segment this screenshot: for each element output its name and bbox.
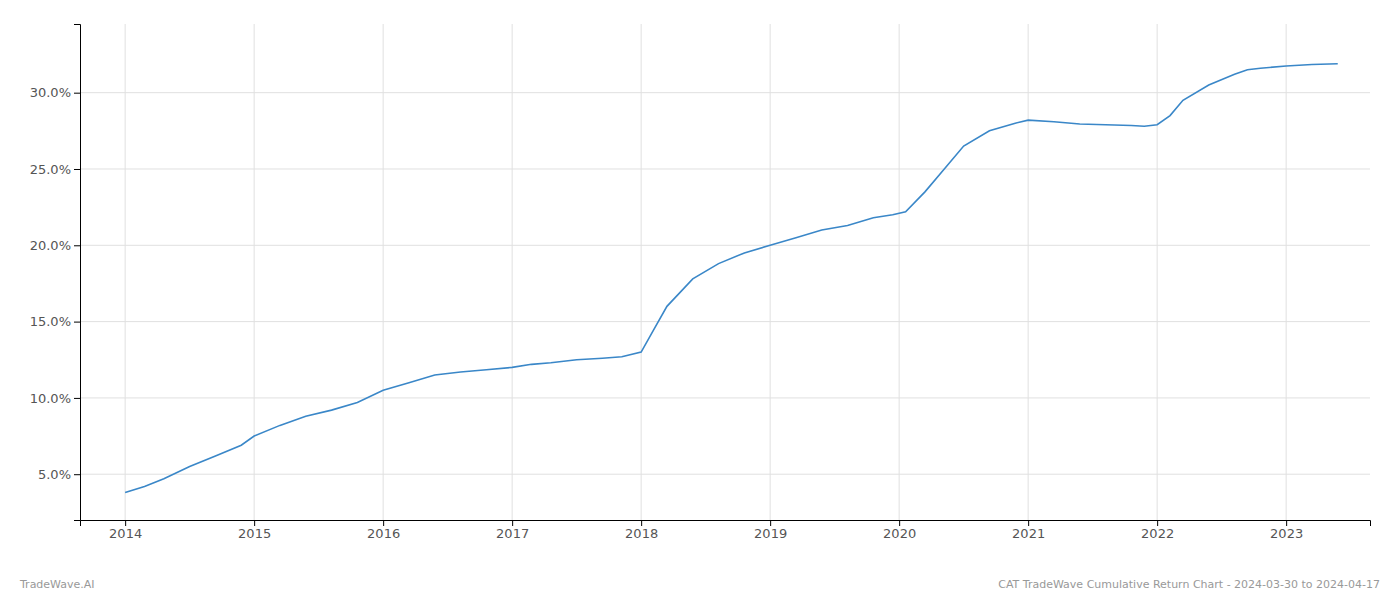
y-tick: 25.0% [30,162,80,177]
y-tick-mark [74,474,80,475]
x-tick: 2016 [367,520,400,541]
x-tick-label: 2020 [883,526,916,541]
plot-area: 2014 2015 2016 2017 2018 2019 2020 2021 2022 2023… [30,24,1371,541]
x-tick: 2022 [1141,520,1174,541]
x-grid-line [125,24,126,520]
y-tick-mark [74,398,80,399]
x-tick-mark [899,520,900,526]
line [125,64,1338,493]
x-tick-label: 2018 [625,526,658,541]
x-tick-mark [512,520,513,526]
x-tick-mark [1157,520,1158,526]
y-tick-label: 20.0% [30,238,71,253]
x-tick: 2014 [109,520,142,541]
x-grid-line [1286,24,1287,520]
x-grid-line [899,24,900,520]
x-tick: 2021 [1012,520,1045,541]
axis-line [74,25,81,521]
y-tick: 15.0% [30,314,80,329]
x-tick-mark [125,520,126,526]
x-tick: 2018 [625,520,658,541]
x-tick: 2017 [496,520,529,541]
x-tick-mark [254,520,255,526]
y-axis: 5.0% 10.0% 15.0% 20.0% 25.0% 30.0% [30,25,81,521]
x-grid-line [641,24,642,520]
y-tick-label: 15.0% [30,314,71,329]
y-grid-line [80,321,1370,322]
x-tick-label: 2022 [1141,526,1174,541]
y-grid-line [80,245,1370,246]
y-grid-line [80,92,1370,93]
x-tick-mark [1028,520,1029,526]
y-tick: 20.0% [30,238,80,253]
x-tick-label: 2015 [238,526,271,541]
x-tick: 2019 [754,520,787,541]
x-grid-line [383,24,384,520]
x-tick-label: 2017 [496,526,529,541]
x-tick: 2023 [1270,520,1303,541]
y-tick: 30.0% [30,85,80,100]
y-tick-mark [74,169,80,170]
chart: 2014 2015 2016 2017 2018 2019 2020 2021 2022 2023… [0,0,1400,600]
y-tick-label: 5.0% [38,467,71,482]
axis-line [81,521,1371,527]
x-grid-line [1028,24,1029,520]
y-tick-mark [74,322,80,323]
y-tick-mark [74,245,80,246]
x-tick: 2020 [883,520,916,541]
y-tick-label: 10.0% [30,391,71,406]
y-tick: 5.0% [38,467,80,482]
series [125,64,1338,493]
x-tick-mark [1286,520,1287,526]
y-grid-line [80,474,1370,475]
x-tick-mark [641,520,642,526]
x-grid-line [512,24,513,520]
y-grid-line [80,397,1370,398]
y-tick-label: 25.0% [30,162,71,177]
x-tick-mark [383,520,384,526]
x-tick-label: 2021 [1012,526,1045,541]
x-tick: 2015 [238,520,271,541]
y-tick-mark [74,93,80,94]
y-tick: 10.0% [30,391,80,406]
x-tick-label: 2016 [367,526,400,541]
x-tick-label: 2019 [754,526,787,541]
x-grid-line [770,24,771,520]
y-tick-label: 30.0% [30,85,71,100]
x-tick-label: 2023 [1270,526,1303,541]
x-grid-line [254,24,255,520]
grid [80,24,1370,520]
annotation: CAT TradeWave Cumulative Return Chart - … [998,578,1380,591]
x-axis: 2014 2015 2016 2017 2018 2019 2020 2021 2022 2023 [81,520,1371,541]
x-grid-line [1157,24,1158,520]
x-tick-mark [770,520,771,526]
annotation: TradeWave.AI [19,578,95,591]
y-grid-line [80,168,1370,169]
x-tick-label: 2014 [109,526,142,541]
footer: TradeWave.AI CAT TradeWave Cumulative Ret… [19,578,1380,591]
